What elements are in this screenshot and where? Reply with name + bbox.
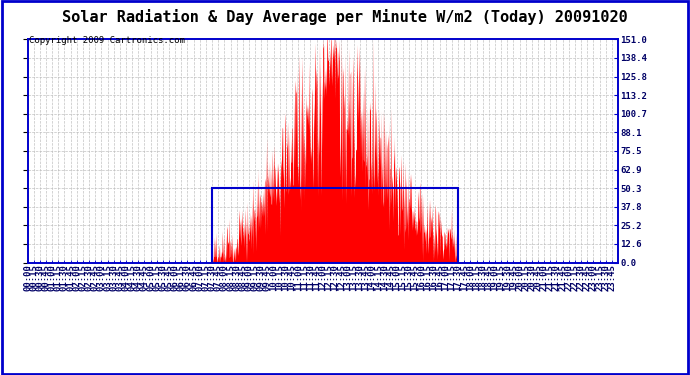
Text: Copyright 2009 Cartronics.com: Copyright 2009 Cartronics.com [29,36,185,45]
Bar [212,188,458,262]
Text: Solar Radiation & Day Average per Minute W/m2 (Today) 20091020: Solar Radiation & Day Average per Minute… [62,9,628,26]
